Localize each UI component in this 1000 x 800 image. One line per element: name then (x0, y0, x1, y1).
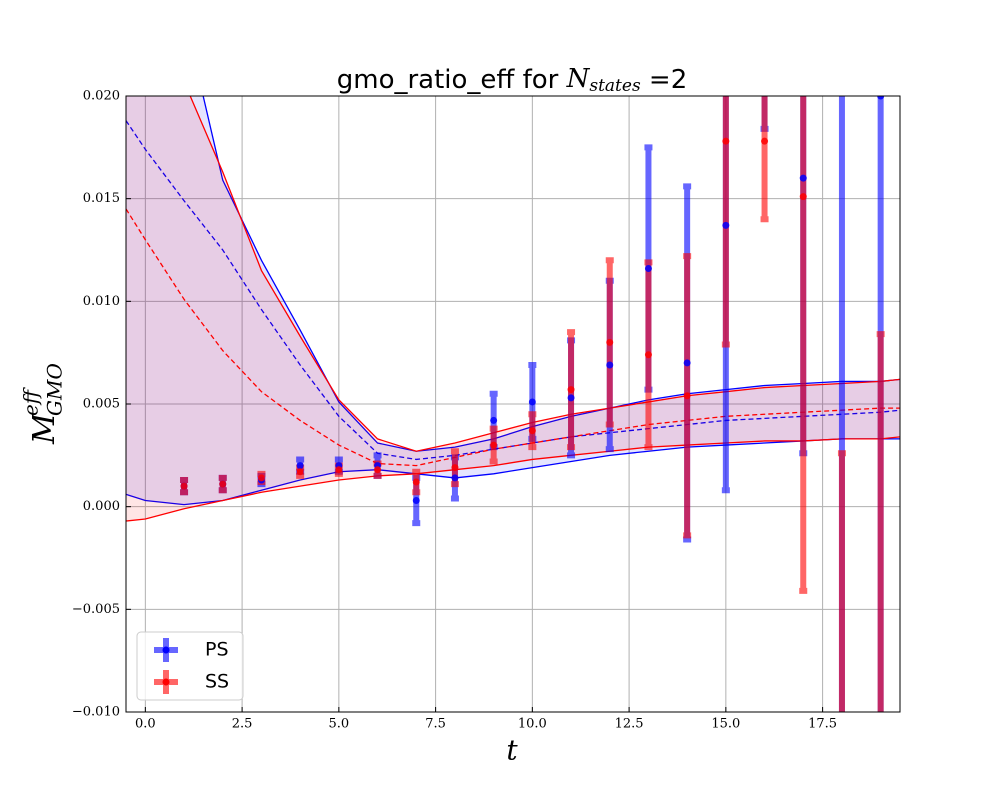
legend-label: SS (205, 671, 229, 693)
x-tick-label: 15.0 (711, 717, 740, 732)
point (374, 466, 382, 474)
point (219, 480, 227, 488)
y-label-sub: GMO (43, 363, 67, 416)
legend-dot (162, 646, 170, 654)
plot-area (126, 96, 900, 712)
y-tick-label: 0.020 (83, 89, 120, 104)
error-bar (876, 331, 885, 712)
title-math: N (566, 64, 591, 94)
y-tick-label: 0.000 (83, 499, 120, 514)
y-tick-label: −0.010 (72, 705, 120, 720)
y-tick-label: −0.005 (72, 602, 120, 617)
fit-band (126, 96, 900, 522)
point (683, 392, 691, 400)
x-tick-label: 0.0 (135, 717, 156, 732)
point (412, 478, 420, 486)
point (644, 264, 652, 272)
error-bar (837, 450, 846, 712)
point (490, 416, 498, 424)
point (606, 338, 614, 346)
point (335, 466, 343, 474)
point (877, 96, 885, 100)
title-math-sub: states (589, 76, 641, 96)
title-end: =2 (641, 65, 688, 95)
x-tick-label: 17.5 (808, 717, 837, 732)
title-text: gmo_ratio_eff for (337, 65, 567, 95)
fit-lower (126, 438, 900, 506)
point (722, 221, 730, 229)
x-tick-label: 10.0 (518, 717, 547, 732)
point (567, 386, 575, 394)
point (296, 468, 304, 476)
point (257, 474, 265, 482)
chart-title: gmo_ratio_eff for Nstates =2 (337, 64, 688, 96)
fit-center (126, 120, 900, 461)
x-axis-label: t (506, 734, 518, 767)
x-tick-label: 7.5 (425, 717, 446, 732)
y-tick-label: 0.010 (83, 294, 120, 309)
point (528, 427, 536, 435)
legend-label: PS (205, 639, 229, 661)
point (683, 359, 691, 367)
fit-upper (189, 96, 900, 452)
y-tick-label: 0.015 (83, 191, 120, 206)
legend-dot (162, 678, 170, 686)
point (451, 474, 459, 482)
fit-band (126, 96, 900, 505)
y-tick-label: 0.005 (83, 397, 120, 412)
point (296, 462, 304, 470)
y-axis-label: M eff GMO (19, 363, 67, 445)
fit-lower (126, 436, 900, 522)
point (451, 464, 459, 472)
point (722, 137, 730, 145)
point (606, 361, 614, 369)
point (412, 497, 420, 505)
x-tick-label: 2.5 (232, 717, 253, 732)
x-tick-label: 12.5 (615, 717, 644, 732)
point (180, 482, 188, 490)
legend: PS SS (136, 631, 244, 701)
point (644, 351, 652, 359)
point (799, 174, 807, 182)
y-label-base: M (27, 412, 62, 445)
point (528, 398, 536, 406)
point (799, 193, 807, 201)
ticks: 0.0 2.5 5.0 7.5 10.0 12.5 15.0 17.5 −0.010 −0.005… (72, 89, 837, 732)
point (761, 137, 769, 145)
point (490, 441, 498, 449)
point (567, 394, 575, 402)
x-tick-label: 5.0 (329, 717, 350, 732)
y-label-sup: eff (19, 386, 43, 416)
